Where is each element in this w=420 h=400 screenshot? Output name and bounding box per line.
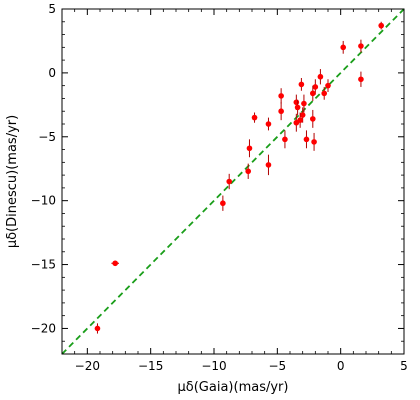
y-tick-label: −5 — [38, 130, 56, 144]
point-marker — [310, 116, 316, 122]
data-point — [303, 130, 310, 149]
data-point — [251, 112, 258, 123]
x-tick-label: −20 — [75, 359, 100, 373]
x-tick-label: −10 — [201, 359, 226, 373]
point-marker — [293, 99, 300, 106]
data-point — [378, 21, 385, 30]
data-point — [301, 94, 307, 113]
data-point — [94, 323, 101, 334]
point-marker — [246, 145, 253, 152]
data-point — [358, 71, 364, 87]
point-marker — [358, 43, 364, 49]
data-point — [358, 39, 364, 53]
y-tick-label: −15 — [31, 258, 56, 272]
data-point — [340, 40, 347, 54]
y-tick-label: −20 — [31, 321, 56, 335]
data-point — [312, 79, 319, 95]
data-points — [94, 21, 385, 334]
ticks: −20 −15 −10 −5 0 5 −20 −15 −10 −5 0 5 — [31, 2, 408, 373]
point-marker — [293, 119, 300, 126]
axes — [61, 8, 405, 355]
y-tick-label: −10 — [31, 194, 56, 208]
point-marker — [278, 93, 284, 99]
point-marker — [310, 90, 316, 97]
x-tick-label: −15 — [138, 359, 163, 373]
x-tick-label: 5 — [400, 359, 408, 373]
x-tick-label: −5 — [268, 359, 286, 373]
data-point — [293, 113, 300, 132]
y-tick-label: 0 — [48, 66, 56, 80]
point-marker — [358, 76, 364, 83]
data-point — [265, 117, 272, 131]
data-point — [278, 102, 284, 121]
point-marker — [321, 90, 328, 97]
data-point — [298, 78, 305, 91]
point-marker — [311, 139, 317, 145]
point-marker — [301, 100, 307, 107]
data-point — [245, 163, 251, 179]
point-marker — [303, 136, 310, 143]
x-tick-label: 0 — [337, 359, 345, 373]
point-marker — [340, 44, 347, 51]
data-point — [325, 79, 331, 93]
point-marker — [226, 178, 232, 185]
point-marker — [265, 162, 272, 168]
point-marker — [325, 82, 331, 89]
y-axis-label: μδ(Dinescu)(mas/yr) — [5, 115, 20, 248]
point-marker — [312, 84, 319, 90]
data-point — [282, 130, 288, 149]
point-marker — [265, 121, 272, 127]
plot-area — [61, 8, 405, 355]
x-axis-label: μδ(Gaia)(mas/yr) — [178, 380, 289, 395]
data-point — [226, 173, 232, 190]
data-point — [321, 86, 328, 100]
point-marker — [220, 200, 226, 207]
data-point — [265, 154, 272, 176]
point-marker — [94, 325, 101, 332]
data-point — [220, 195, 226, 211]
point-marker — [245, 168, 251, 175]
data-point — [310, 85, 316, 101]
point-marker — [282, 136, 288, 143]
point-marker — [378, 22, 385, 29]
point-marker — [294, 104, 301, 111]
data-point — [246, 139, 253, 158]
point-marker — [298, 81, 305, 88]
point-marker — [112, 260, 118, 267]
data-point — [278, 88, 284, 104]
plot-frame — [61, 8, 405, 355]
point-marker — [251, 114, 258, 121]
data-point — [294, 99, 301, 116]
data-point — [310, 109, 316, 128]
data-point — [111, 260, 119, 267]
point-marker — [278, 108, 284, 115]
y-tick-label: 5 — [48, 2, 56, 16]
data-point — [311, 132, 317, 151]
point-marker — [317, 73, 324, 80]
reference-line — [61, 8, 405, 355]
data-point — [317, 69, 324, 85]
point-marker — [299, 112, 306, 118]
